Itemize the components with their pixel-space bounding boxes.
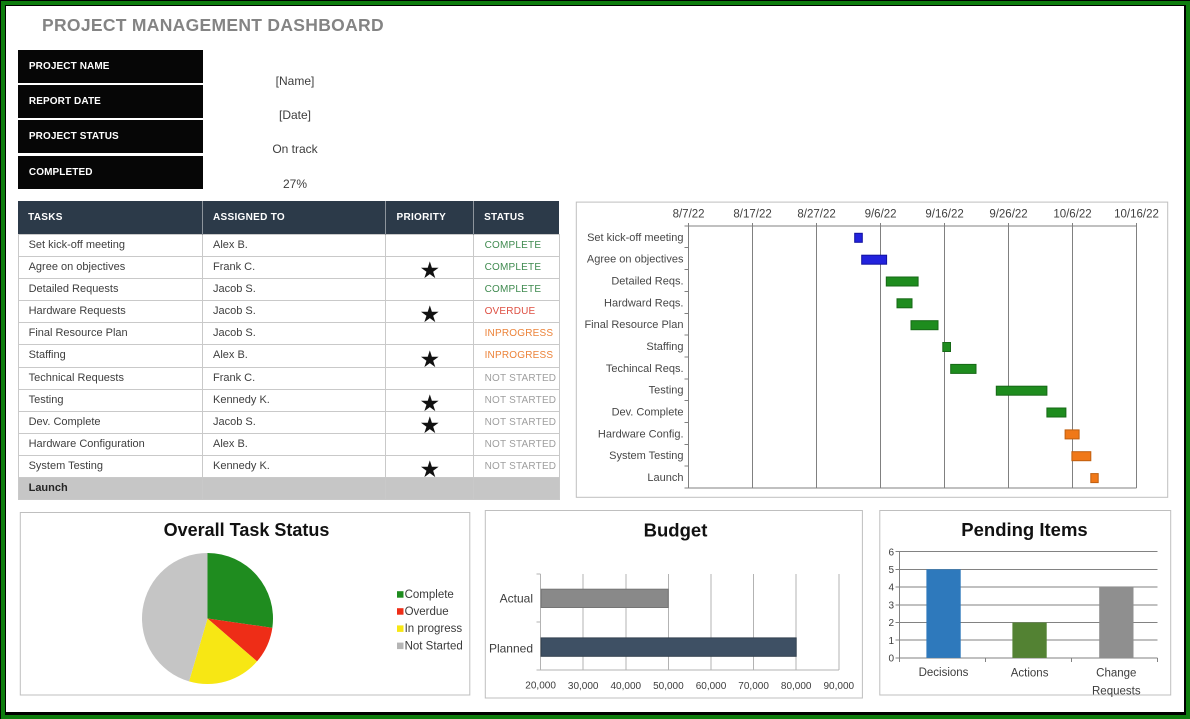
svg-text:Overall Task Status: Overall Task Status (164, 520, 330, 540)
svg-text:80,000: 80,000 (781, 681, 812, 692)
svg-text:0: 0 (888, 654, 894, 665)
svg-text:8/17/22: 8/17/22 (733, 209, 771, 221)
svg-text:Techincal Reqs.: Techincal Reqs. (606, 363, 684, 375)
svg-text:Detailed Reqs.: Detailed Reqs. (611, 276, 683, 288)
svg-text:9/6/22: 9/6/22 (865, 209, 897, 221)
svg-text:Requests: Requests (1092, 685, 1141, 697)
svg-text:8/7/22: 8/7/22 (673, 209, 705, 221)
svg-text:Change: Change (1096, 667, 1136, 679)
svg-text:Launch: Launch (647, 472, 683, 484)
svg-text:3: 3 (888, 600, 894, 611)
svg-text:20,000: 20,000 (525, 681, 556, 692)
svg-text:Testing: Testing (649, 385, 684, 397)
svg-text:System Testing: System Testing (609, 450, 683, 462)
svg-text:Complete: Complete (405, 589, 454, 601)
svg-text:50,000: 50,000 (653, 681, 684, 692)
svg-text:Hardware Config.: Hardware Config. (598, 428, 684, 440)
svg-text:Actions: Actions (1011, 667, 1049, 679)
svg-text:Pending Items: Pending Items (961, 519, 1087, 540)
svg-text:Decisions: Decisions (919, 667, 969, 679)
svg-text:Overdue: Overdue (405, 606, 449, 618)
svg-text:Hardward Reqs.: Hardward Reqs. (604, 297, 683, 309)
svg-text:Final Resource Plan: Final Resource Plan (584, 319, 683, 331)
svg-text:9/16/22: 9/16/22 (925, 209, 963, 221)
svg-text:Dev. Complete: Dev. Complete (612, 407, 684, 419)
svg-text:6: 6 (888, 547, 894, 558)
svg-text:9/26/22: 9/26/22 (989, 209, 1027, 221)
svg-text:Planned: Planned (489, 641, 533, 655)
svg-text:30,000: 30,000 (568, 681, 599, 692)
svg-text:10/16/22: 10/16/22 (1114, 209, 1159, 221)
svg-text:8/27/22: 8/27/22 (797, 209, 835, 221)
svg-text:40,000: 40,000 (611, 681, 642, 692)
svg-text:Not Started: Not Started (405, 640, 463, 652)
svg-text:70,000: 70,000 (738, 681, 769, 692)
svg-text:5: 5 (888, 565, 894, 576)
svg-text:1: 1 (888, 636, 894, 647)
svg-text:4: 4 (888, 583, 894, 594)
svg-text:Staffing: Staffing (646, 341, 683, 353)
svg-text:60,000: 60,000 (696, 681, 727, 692)
svg-text:Set kick-off meeting: Set kick-off meeting (587, 232, 683, 244)
svg-text:Agree on objectives: Agree on objectives (587, 254, 684, 266)
svg-text:2: 2 (888, 618, 894, 629)
svg-text:Budget: Budget (644, 520, 708, 541)
svg-text:In progress: In progress (405, 623, 463, 635)
svg-text:Actual: Actual (500, 591, 533, 605)
svg-text:10/6/22: 10/6/22 (1053, 209, 1091, 221)
svg-text:90,000: 90,000 (824, 681, 855, 692)
